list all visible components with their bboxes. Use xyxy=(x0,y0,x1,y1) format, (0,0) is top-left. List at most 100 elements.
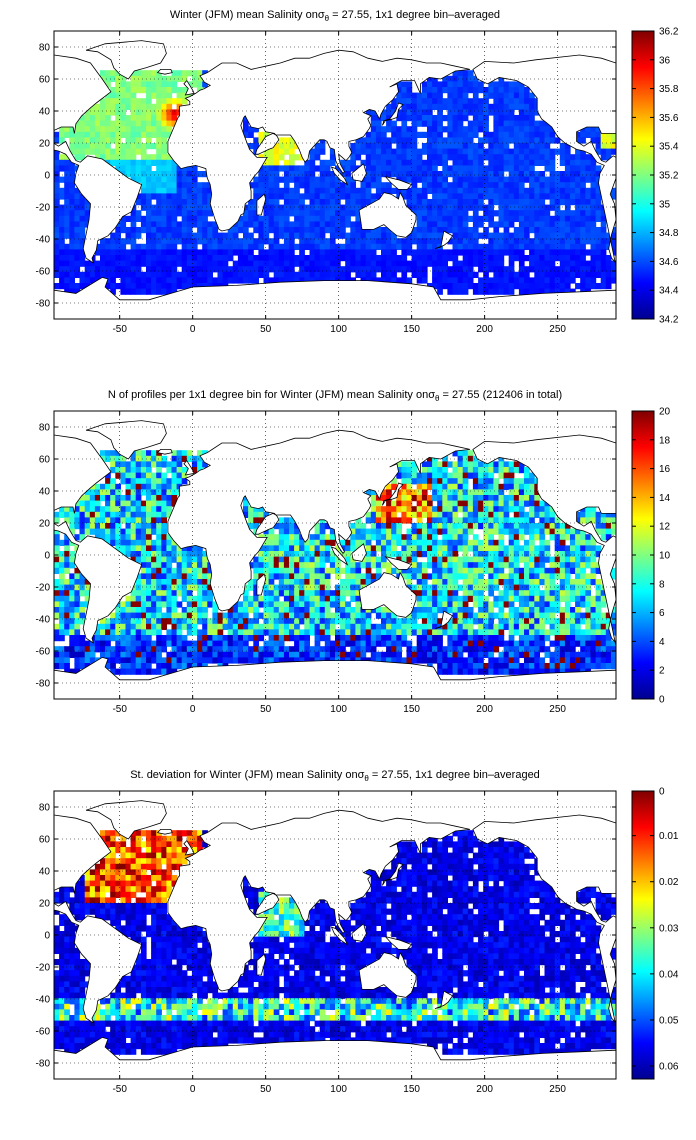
data-cell xyxy=(442,199,448,206)
data-cell xyxy=(416,131,423,138)
data-cell xyxy=(115,165,121,172)
data-cell xyxy=(386,567,392,574)
data-cell xyxy=(452,283,459,290)
data-cell xyxy=(105,455,111,462)
data-cell xyxy=(110,288,116,295)
data-cell xyxy=(146,500,152,507)
data-cell xyxy=(263,556,270,563)
data-cell xyxy=(125,478,132,485)
data-cell xyxy=(416,517,423,524)
data-cell xyxy=(493,92,500,99)
data-cell xyxy=(110,455,116,462)
data-cell xyxy=(161,551,167,558)
data-cell xyxy=(340,579,346,586)
data-cell xyxy=(442,255,448,262)
data-cell xyxy=(401,534,408,541)
data-cell xyxy=(74,579,81,586)
data-cell xyxy=(432,87,438,94)
data-cell xyxy=(375,266,382,273)
data-cell xyxy=(243,221,249,228)
data-cell xyxy=(100,271,106,278)
data-cell xyxy=(488,221,494,228)
data-cell xyxy=(375,176,382,183)
data-cell xyxy=(263,612,270,619)
data-cell xyxy=(452,450,459,457)
data-cell xyxy=(64,126,70,133)
data-cell xyxy=(539,511,546,518)
data-cell xyxy=(79,148,86,155)
data-cell xyxy=(197,601,203,608)
data-cell xyxy=(518,567,525,574)
data-cell xyxy=(64,579,70,586)
data-cell xyxy=(478,517,484,524)
data-cell xyxy=(600,590,607,597)
data-cell xyxy=(161,255,167,262)
data-cell xyxy=(294,551,300,558)
data-cell xyxy=(135,199,142,206)
data-cell xyxy=(329,567,336,574)
data-cell xyxy=(370,607,377,614)
data-cell xyxy=(186,199,193,206)
data-cell xyxy=(79,193,86,200)
data-cell xyxy=(518,534,525,541)
data-cell xyxy=(263,545,270,552)
data-cell xyxy=(472,271,479,278)
data-cell xyxy=(381,109,387,116)
data-cell xyxy=(370,165,377,172)
data-cell xyxy=(498,232,505,239)
data-cell xyxy=(355,221,362,228)
data-cell xyxy=(401,500,408,507)
data-cell xyxy=(518,137,525,144)
data-cell xyxy=(207,232,213,239)
data-cell xyxy=(135,249,142,256)
data-cell xyxy=(289,539,295,546)
data-cell xyxy=(181,607,188,614)
data-cell xyxy=(442,187,448,194)
data-cell xyxy=(564,215,571,222)
data-cell xyxy=(355,601,362,608)
data-cell xyxy=(513,81,520,88)
data-cell xyxy=(503,249,510,256)
data-cell xyxy=(329,227,336,234)
data-cell xyxy=(600,534,607,541)
data-cell xyxy=(278,243,285,250)
data-cell xyxy=(191,283,198,290)
data-cell xyxy=(508,176,515,183)
data-cell xyxy=(283,517,290,524)
data-cell xyxy=(69,137,75,144)
data-cell xyxy=(59,227,65,234)
data-cell xyxy=(74,595,81,602)
data-cell xyxy=(54,137,60,144)
x-tick-label: 250 xyxy=(549,324,566,335)
data-cell xyxy=(329,534,336,541)
data-cell xyxy=(427,131,433,138)
data-cell xyxy=(381,182,387,189)
data-cell xyxy=(585,131,591,138)
data-cell xyxy=(462,590,469,597)
data-cell xyxy=(462,98,469,105)
data-cell xyxy=(427,221,433,228)
data-cell xyxy=(156,511,162,518)
data-cell xyxy=(564,143,571,150)
data-cell xyxy=(564,210,571,217)
data-cell xyxy=(54,171,60,178)
data-cell xyxy=(524,126,530,133)
data-cell xyxy=(365,249,372,256)
data-cell xyxy=(524,115,530,122)
data-cell xyxy=(283,573,290,580)
data-cell xyxy=(452,539,459,546)
data-cell xyxy=(299,255,305,262)
data-cell xyxy=(135,115,142,122)
data-cell xyxy=(457,238,464,245)
data-cell xyxy=(478,193,484,200)
data-cell xyxy=(447,478,454,485)
data-cell xyxy=(544,187,551,194)
data-cell xyxy=(329,562,336,569)
data-cell xyxy=(580,159,586,166)
data-cell xyxy=(610,266,616,273)
data-cell xyxy=(156,131,162,138)
data-cell xyxy=(575,238,581,245)
data-cell xyxy=(191,171,198,178)
data-cell xyxy=(416,109,423,116)
data-cell xyxy=(432,511,438,518)
